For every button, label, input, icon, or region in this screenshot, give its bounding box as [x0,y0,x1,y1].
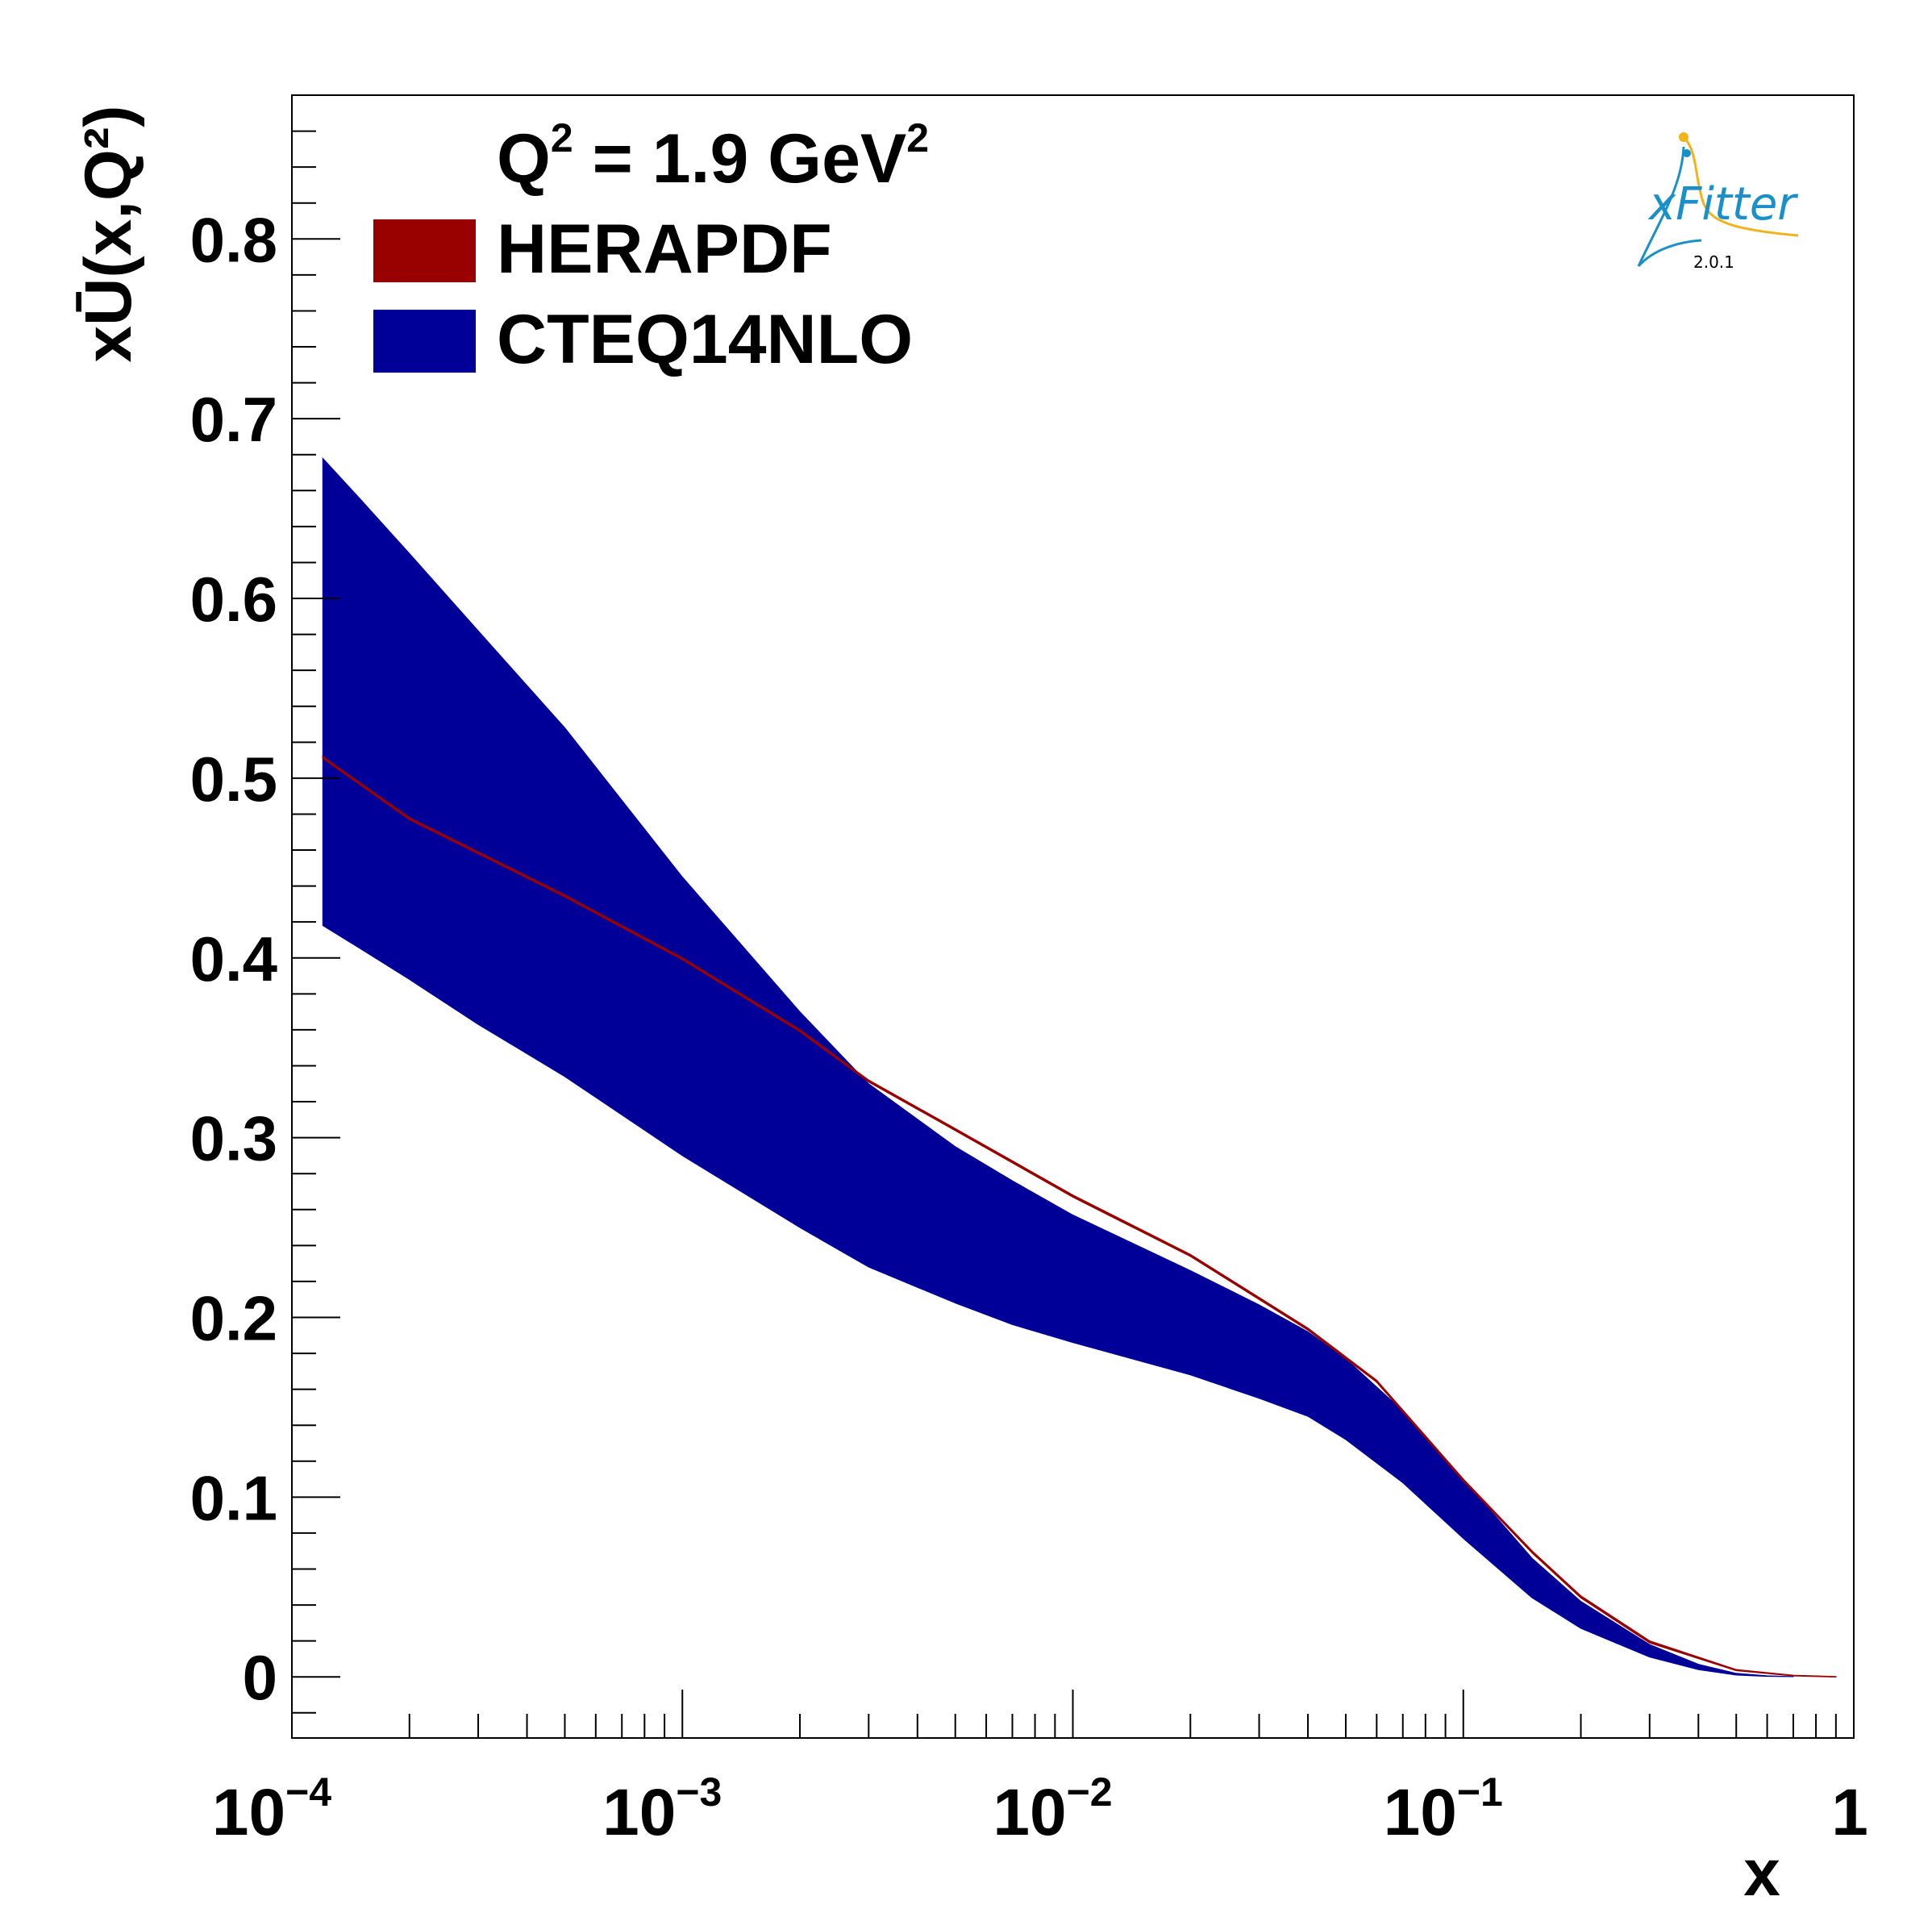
y-axis-tick-labels: 0 0.1 0.2 0.3 0.4 0.5 0.6 0.7 0.8 [190,204,277,1713]
y-axis-title: xŪ(x,Q²) [72,106,145,363]
logo-dot-blue [1683,149,1691,157]
legend-label-cteq14nlo: CTEQ14NLO [497,301,913,378]
y-tick-label: 0 [243,1642,277,1713]
y-tick-label: 0.7 [190,384,277,455]
x-tick-label: 10−3 [602,1769,722,1849]
legend-label-herapdf: HERAPDF [497,210,832,288]
band-herapdf [322,755,1837,1678]
y-tick-label: 0.8 [190,204,277,275]
x-tick-label: 10−4 [212,1769,331,1849]
y-tick-label: 0.5 [190,744,277,815]
q2-annotation: Q2 = 1.9 GeV2 [497,115,929,198]
x-axis-ticks [291,1690,1837,1738]
x-tick-label: 10−1 [1384,1769,1503,1849]
y-tick-label: 0.3 [190,1103,277,1174]
x-tick-label: 10−2 [993,1769,1112,1849]
y-tick-label: 0.4 [190,923,277,994]
y-tick-label: 0.2 [190,1282,277,1353]
x-axis-tick-labels: 10−4 10−3 10−2 10−1 1 [212,1769,1868,1849]
logo-yellow-curve [1684,138,1799,237]
x-axis-title: x [1743,1836,1780,1910]
x-tick-label: 1 [1831,1776,1868,1849]
logo-blue-curve [1637,146,1702,268]
logo-dot-yellow [1679,132,1688,142]
legend: HERAPDF CTEQ14NLO [373,210,913,378]
xfitter-logo: xFitter 2.0.1 [1637,132,1799,272]
band-layer [322,456,1837,1678]
legend-swatch-herapdf [373,219,476,282]
band-cteq14nlo [322,456,1794,1678]
y-axis-ticks [292,130,340,1714]
logo-version: 2.0.1 [1693,252,1734,272]
y-tick-label: 0.6 [190,564,277,635]
logo-text: xFitter [1647,178,1798,231]
y-tick-label: 0.1 [190,1462,277,1533]
legend-swatch-cteq14nlo [373,310,476,373]
